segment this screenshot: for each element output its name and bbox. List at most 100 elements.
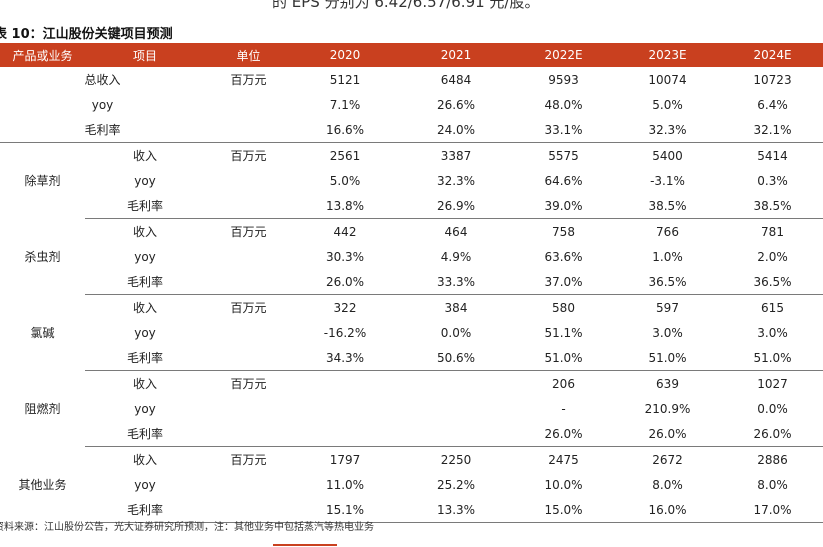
forecast-table: 产品或业务 项目 单位 2020 2021 2022E 2023E 2024E … (0, 43, 823, 523)
value-cell: 32.1% (722, 117, 823, 143)
value-cell: 32.3% (613, 117, 722, 143)
value-cell: 639 (656, 376, 679, 391)
value-cell: 50.6% (398, 345, 514, 371)
value-cell: 384 (444, 300, 468, 315)
table-row: yoy 5.0% 32.3% 64.6% -3.1% 0.3% (0, 168, 823, 193)
value-cell: 9593 (548, 72, 579, 87)
value-cell: 32.3% (436, 173, 476, 188)
row-unit (205, 193, 292, 219)
value-cell: 3387 (440, 148, 472, 163)
value-cell: 16.0% (613, 497, 722, 523)
value-cell: 38.5% (613, 193, 722, 219)
table-row: 毛利率 26.0% 26.0% 26.0% (0, 421, 823, 447)
value-cell: 2475 (548, 452, 579, 467)
row-unit (205, 421, 292, 447)
value-cell: 2561 (329, 148, 361, 163)
table-row: 毛利率 34.3% 50.6% 51.0% 51.0% 51.0% (0, 345, 823, 371)
value-cell: 0.3% (757, 173, 788, 188)
table-title: 表 10：江山股份关键项目预测 (0, 27, 173, 42)
cut-off-link (273, 541, 337, 547)
header-segment: 产品或业务 (0, 43, 85, 67)
row-item-label: 毛利率 (85, 193, 205, 219)
value-cell: 3.0% (757, 325, 788, 340)
row-unit (205, 320, 292, 345)
value-cell (398, 371, 514, 397)
value-cell: - (561, 401, 566, 416)
row-item-label: 毛利率 (85, 345, 205, 371)
value-cell: 51.0% (514, 345, 613, 371)
value-cell: 206 (552, 376, 575, 391)
header-item: 项目 (85, 43, 205, 67)
value-cell: 10.0% (544, 477, 583, 492)
table-row: 阻燃剂 收入 百万元 206 639 1027 (0, 371, 823, 417)
value-cell: 322 (333, 300, 357, 315)
value-cell: 766 (656, 224, 679, 239)
table-row: yoy 11.0% 25.2% 10.0% 8.0% 8.0% (0, 472, 823, 497)
table-row: 毛利率 16.6% 24.0% 33.1% 32.3% 32.1% (0, 117, 823, 143)
table-row: 总收入 百万元 5121 6484 9593 10074 10723 (0, 67, 823, 92)
value-cell: 10723 (753, 72, 792, 87)
table-row: yoy - 210.9% 0.0% (0, 396, 823, 421)
segment-name: 氯碱 (30, 326, 55, 340)
source-footnote: 资料来源：江山股份公告，光大证券研究所预测，注：其他业务中包括蒸汽等热电业务 (0, 522, 374, 533)
table-row: yoy -16.2% 0.0% 51.1% 3.0% 3.0% (0, 320, 823, 345)
row-item-label: yoy (134, 477, 156, 492)
header-2021: 2021 (398, 43, 514, 67)
row-item-label: yoy (134, 249, 156, 264)
value-cell: 33.3% (398, 269, 514, 295)
row-item-label: 收入 (132, 377, 157, 391)
row-unit (205, 497, 292, 523)
table-row: 其他业务 收入 百万元 1797 2250 2475 2672 2886 (0, 447, 823, 493)
value-cell: -3.1% (650, 173, 685, 188)
value-cell: 15.0% (514, 497, 613, 523)
value-cell: 597 (656, 300, 679, 315)
value-cell: 758 (552, 224, 575, 239)
value-cell: 30.3% (325, 249, 365, 264)
value-cell: 1027 (757, 376, 788, 391)
segment-name: 除草剂 (24, 174, 61, 189)
table-row: yoy 7.1% 26.6% 48.0% 5.0% 6.4% (0, 92, 823, 117)
value-cell (292, 396, 398, 421)
header-2022e: 2022E (514, 43, 613, 67)
value-cell (292, 371, 398, 397)
value-cell: 6.4% (757, 97, 788, 112)
value-cell: 17.0% (722, 497, 823, 523)
value-cell: 5400 (652, 148, 683, 163)
table-row: 毛利率 15.1% 13.3% 15.0% 16.0% 17.0% (0, 497, 823, 523)
value-cell: 4.9% (440, 249, 472, 264)
value-cell: 36.5% (722, 269, 823, 295)
value-cell (398, 396, 514, 421)
value-cell (292, 421, 398, 447)
row-item-label: 毛利率 (85, 421, 205, 447)
row-unit: 百万元 (230, 301, 267, 315)
value-cell: 51.0% (722, 345, 823, 371)
header-2024e: 2024E (722, 43, 823, 67)
row-item-label: 毛利率 (85, 269, 205, 295)
row-item-label: 收入 (132, 301, 157, 315)
value-cell: 36.5% (613, 269, 722, 295)
value-cell: 5121 (329, 72, 361, 87)
intro-text-line: 的 EPS 分别为 6.42/6.57/6.91 元/股。 (272, 0, 540, 11)
value-cell: 26.0% (514, 421, 613, 447)
row-unit: 百万元 (230, 377, 267, 391)
value-cell: 5.0% (329, 173, 361, 188)
value-cell: 10074 (648, 72, 687, 87)
value-cell: 5575 (548, 148, 579, 163)
value-cell: 210.9% (644, 401, 691, 416)
value-cell: 0.0% (757, 401, 788, 416)
value-cell (398, 421, 514, 447)
value-cell: 51.1% (544, 325, 583, 340)
row-unit (205, 269, 292, 295)
row-unit (205, 345, 292, 371)
value-cell: 615 (761, 300, 784, 315)
value-cell: 464 (444, 224, 468, 239)
value-cell: 15.1% (292, 497, 398, 523)
value-cell: 2250 (440, 452, 472, 467)
row-unit (205, 117, 292, 143)
table-row: yoy 30.3% 4.9% 63.6% 1.0% 2.0% (0, 244, 823, 269)
value-cell: 0.0% (440, 325, 472, 340)
row-item-label: yoy (134, 173, 156, 188)
header-2020: 2020 (292, 43, 398, 67)
value-cell: 51.0% (613, 345, 722, 371)
row-unit: 百万元 (230, 453, 267, 467)
